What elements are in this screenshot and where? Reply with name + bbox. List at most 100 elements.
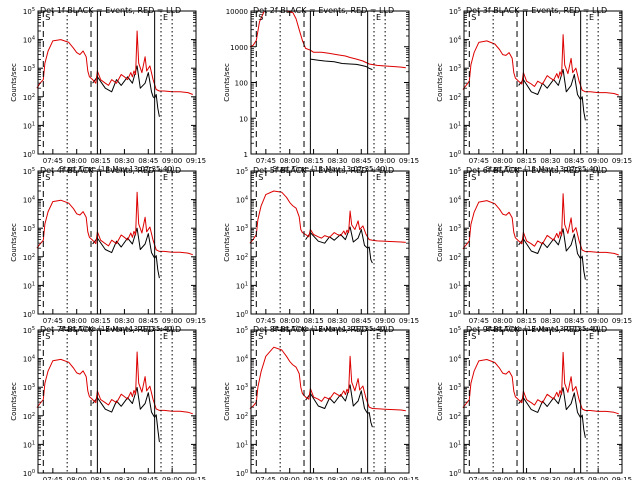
y-tick-label: 105 [23, 7, 35, 16]
x-axis-label: Start Time (13-May-13 07:35:40) [59, 165, 174, 173]
x-tick-label: 09:00 [162, 157, 182, 165]
y-tick-label: 101 [23, 440, 35, 449]
x-tick-label: 09:15 [399, 157, 419, 165]
y-tick-label: 104 [23, 355, 35, 364]
x-axis-label: Start Time (13-May-13 07:35:40) [272, 165, 387, 173]
y-axis-label: Counts/sec [436, 63, 444, 102]
y-tick-label: 102 [23, 253, 35, 262]
y-axis-label: Counts/sec [223, 63, 231, 102]
x-tick-label: 09:15 [186, 157, 206, 165]
end-marker-label: E [163, 332, 168, 341]
y-tick-label: 102 [449, 253, 461, 262]
y-tick-label: 104 [23, 36, 35, 45]
events-rate-line [92, 227, 160, 279]
y-tick-label: 100 [235, 80, 248, 88]
x-tick-label: 08:15 [516, 317, 536, 325]
y-tick-label: 103 [449, 64, 461, 73]
y-axis-label: Counts/sec [223, 223, 231, 262]
lld-rate-line [36, 191, 193, 256]
x-tick-label: 07:45 [256, 317, 276, 325]
x-tick-label: 09:00 [588, 157, 608, 165]
x-tick-label: 08:30 [114, 157, 134, 165]
x-tick-label: 09:00 [375, 476, 395, 480]
x-tick-label: 08:30 [114, 317, 134, 325]
x-tick-label: 08:30 [540, 157, 560, 165]
plot-frame [463, 10, 623, 155]
plot-frame [463, 329, 623, 474]
y-axis-label: Counts/sec [10, 382, 18, 421]
x-axis-label: Start Time (13-May-13 07:35:40) [485, 165, 600, 173]
x-tick-label: 08:30 [540, 476, 560, 480]
y-tick-label: 100 [449, 469, 461, 478]
y-tick-label: 10 [239, 115, 248, 123]
lld-rate-line [36, 351, 193, 415]
x-tick-label: 08:30 [327, 476, 347, 480]
start-marker-label: S [45, 173, 50, 182]
start-marker-label: S [45, 13, 50, 22]
y-tick-label: 100 [449, 310, 461, 319]
y-tick-label: 105 [236, 167, 248, 176]
y-tick-label: 103 [236, 383, 248, 392]
y-tick-label: 100 [23, 150, 35, 159]
start-marker-label: S [258, 332, 263, 341]
y-tick-label: 105 [449, 7, 461, 16]
events-rate-line [305, 384, 373, 428]
y-tick-label: 102 [23, 412, 35, 421]
start-marker-label: S [471, 173, 476, 182]
x-tick-label: 09:15 [612, 317, 632, 325]
x-tick-label: 09:15 [186, 317, 206, 325]
y-tick-label: 101 [236, 281, 248, 290]
y-tick-label: 102 [449, 412, 461, 421]
x-tick-label: 08:00 [67, 157, 87, 165]
x-tick-label: 09:15 [399, 476, 419, 480]
x-tick-label: 08:15 [90, 476, 110, 480]
y-tick-label: 105 [23, 326, 35, 335]
y-tick-label: 104 [449, 36, 461, 45]
y-tick-label: 103 [449, 383, 461, 392]
end-marker-label: E [163, 13, 168, 22]
x-tick-label: 09:00 [588, 317, 608, 325]
y-tick-label: 105 [23, 167, 35, 176]
y-tick-label: 10000 [226, 8, 248, 16]
x-tick-label: 07:45 [43, 317, 63, 325]
events-rate-line [305, 226, 373, 264]
y-axis-label: Counts/sec [10, 63, 18, 102]
y-tick-label: 101 [236, 440, 248, 449]
x-tick-label: 08:00 [67, 476, 87, 480]
x-axis-label: Start Time (13-May-13 07:35:40) [272, 325, 387, 333]
y-tick-label: 104 [449, 355, 461, 364]
x-tick-label: 08:15 [303, 157, 323, 165]
x-tick-label: 07:45 [256, 476, 276, 480]
y-tick-label: 102 [236, 253, 248, 262]
plot-frame [37, 10, 197, 155]
plot-frame [250, 329, 410, 474]
y-tick-label: 105 [236, 326, 248, 335]
x-tick-label: 08:45 [351, 476, 371, 480]
end-marker-label: E [376, 13, 381, 22]
y-tick-label: 100 [236, 310, 248, 319]
x-tick-label: 09:00 [375, 317, 395, 325]
x-tick-label: 08:15 [303, 476, 323, 480]
x-tick-label: 08:45 [351, 317, 371, 325]
x-tick-label: 08:15 [90, 157, 110, 165]
x-tick-label: 08:00 [493, 157, 513, 165]
y-tick-label: 100 [236, 469, 248, 478]
x-tick-label: 08:45 [564, 476, 584, 480]
x-tick-label: 08:45 [138, 157, 158, 165]
y-tick-label: 101 [23, 281, 35, 290]
lld-rate-line [249, 346, 406, 412]
plot-frame [37, 329, 197, 474]
x-tick-label: 08:00 [280, 476, 300, 480]
x-tick-label: 08:30 [114, 476, 134, 480]
x-tick-label: 08:45 [351, 157, 371, 165]
y-tick-label: 103 [23, 383, 35, 392]
y-tick-label: 103 [449, 224, 461, 233]
y-tick-label: 103 [23, 224, 35, 233]
x-tick-label: 09:15 [612, 157, 632, 165]
lld-rate-line [249, 190, 406, 244]
x-tick-label: 07:45 [43, 476, 63, 480]
